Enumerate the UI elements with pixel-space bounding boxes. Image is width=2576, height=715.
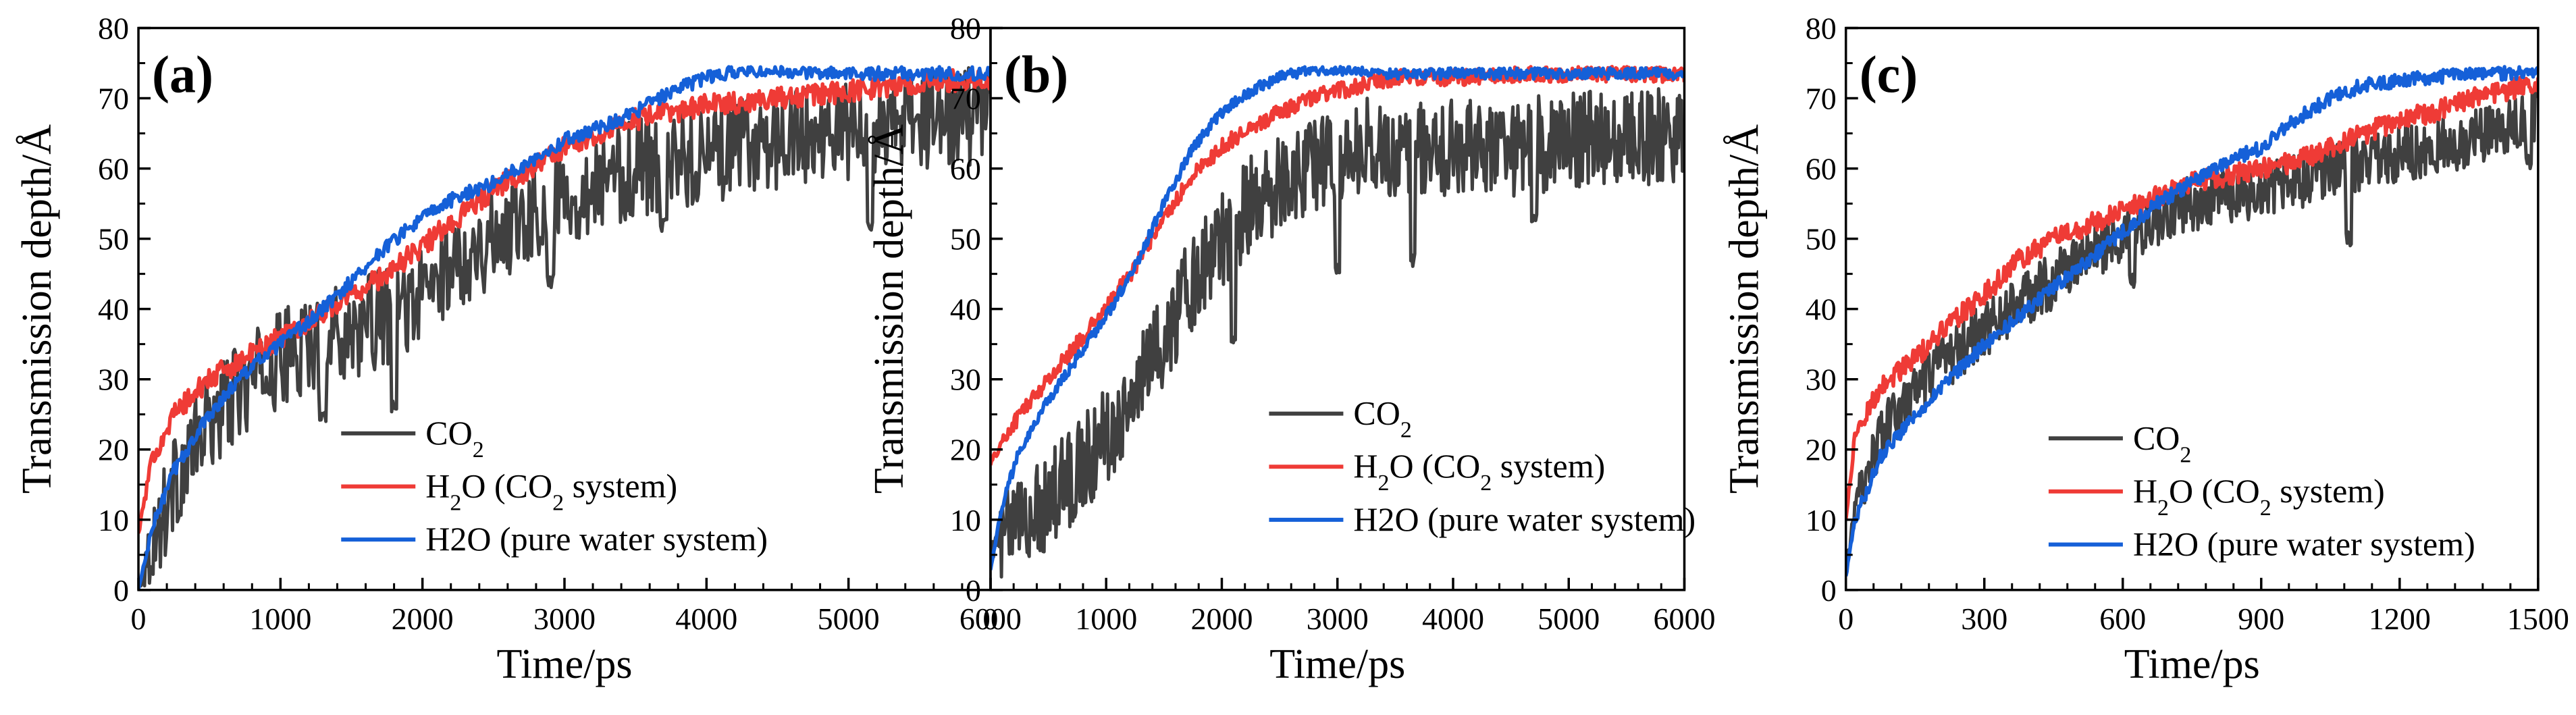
legend-label-h2o_co2: H2O (CO2 system)	[2133, 472, 2385, 521]
series-line-co2	[990, 87, 1685, 579]
x-axis-label: Time/ps	[1269, 641, 1405, 687]
y-tick-label: 10	[1806, 503, 1837, 537]
chart-panel-0: 0 1000 2000 3000 4000 5000 6000010203040506070…	[14, 11, 1022, 687]
plot-frame	[137, 26, 992, 591]
chart-panel-1: 0 1000 2000 3000 4000 5000 6000010203040506070…	[866, 11, 1716, 687]
x-tick-label: 1000	[1075, 602, 1137, 636]
legend-label-co2: CO2	[1353, 394, 1411, 443]
x-tick-label: 4000	[675, 602, 737, 636]
legend-label-h2o_co2: H2O (CO2 system)	[1353, 447, 1605, 496]
x-tick-label: 1000	[249, 602, 311, 636]
panel-label: (a)	[152, 45, 213, 103]
y-tick-label: 10	[950, 503, 981, 537]
y-tick-label: 0	[113, 573, 129, 608]
panel-label: (b)	[1004, 45, 1068, 103]
y-tick-label: 70	[98, 82, 129, 116]
series-line-co2	[1845, 84, 2538, 564]
x-tick-label: 3000	[1307, 602, 1369, 636]
x-axis-label: Time/ps	[2124, 641, 2260, 687]
x-tick-label: 3000	[533, 602, 596, 636]
series-group	[990, 65, 1685, 579]
y-tick-label: 50	[950, 222, 981, 257]
x-tick-label: 2000	[1190, 602, 1253, 636]
panel-label: (c)	[1860, 45, 1918, 103]
x-tick-label: 1500	[2507, 602, 2569, 636]
y-tick-label: 30	[1806, 363, 1837, 397]
legend-label-co2: CO2	[425, 414, 483, 462]
legend: CO2 H2O (CO2 system) H2O (pure water syste…	[341, 414, 768, 558]
series-line-h2o_pure	[1845, 65, 2538, 577]
x-tick-label: 4000	[1422, 602, 1484, 636]
y-tick-label: 20	[950, 433, 981, 467]
y-tick-label: 40	[950, 292, 981, 327]
y-axis-label: Transmission depth/Å	[14, 124, 60, 494]
legend-label-h2o_pure: H2O (pure water system)	[2133, 525, 2475, 562]
y-tick-label: 20	[1806, 433, 1837, 467]
y-tick-label: 0	[966, 573, 981, 608]
y-tick-label: 80	[950, 11, 981, 45]
series-line-h2o_pure	[990, 65, 1685, 571]
x-tick-label: 600	[2099, 602, 2146, 636]
y-tick-label: 60	[98, 152, 129, 186]
y-tick-label: 30	[950, 363, 981, 397]
legend: CO2 H2O (CO2 system) H2O (pure water syste…	[2048, 419, 2475, 562]
x-tick-label: 1200	[2369, 602, 2431, 636]
legend-label-co2: CO2	[2133, 419, 2191, 467]
y-tick-label: 50	[1806, 222, 1837, 257]
legend-label-h2o_pure: H2O (pure water system)	[1353, 500, 1696, 538]
series-line-h2o_pure	[138, 65, 991, 590]
y-tick-label: 60	[1806, 152, 1837, 186]
x-tick-label: 6000	[1654, 602, 1716, 636]
x-tick-label: 900	[2238, 602, 2284, 636]
y-tick-label: 60	[950, 152, 981, 186]
series-line-h2o_co2	[1845, 75, 2538, 521]
x-tick-label: 5000	[818, 602, 880, 636]
x-tick-label: 300	[1961, 602, 2007, 636]
y-axis-label: Transmission depth/Å	[866, 124, 912, 494]
x-axis-label: Time/ps	[496, 641, 632, 687]
y-tick-label: 0	[1821, 573, 1837, 608]
x-tick-label: 0	[1838, 602, 1854, 636]
chart-panel-2: 0 300 600 900 1200 1500 0 10 20 30 40 50 60 70 80 Time/…	[1722, 11, 2569, 687]
series-group	[138, 65, 991, 590]
y-tick-label: 80	[1806, 11, 1837, 45]
x-tick-label: 2000	[392, 602, 454, 636]
x-tick-label: 0	[982, 602, 998, 636]
y-tick-label: 80	[98, 11, 129, 45]
y-tick-label: 50	[98, 222, 129, 257]
legend-label-h2o_co2: H2O (CO2 system)	[425, 467, 677, 516]
y-tick-label: 40	[98, 292, 129, 327]
y-axis-label: Transmission depth/Å	[1722, 124, 1768, 494]
y-tick-label: 10	[98, 503, 129, 537]
x-tick-label: 5000	[1537, 602, 1600, 636]
y-tick-label: 30	[98, 363, 129, 397]
x-tick-label: 0	[131, 602, 147, 636]
legend-label-h2o_pure: H2O (pure water system)	[425, 520, 768, 558]
y-tick-label: 20	[98, 433, 129, 467]
series-group	[1845, 65, 2538, 577]
series-line-co2	[138, 66, 991, 588]
x-tick-label: 6000	[960, 602, 1022, 636]
y-tick-label: 70	[1806, 82, 1837, 116]
y-tick-label: 40	[1806, 292, 1837, 327]
y-tick-label: 70	[950, 82, 981, 116]
